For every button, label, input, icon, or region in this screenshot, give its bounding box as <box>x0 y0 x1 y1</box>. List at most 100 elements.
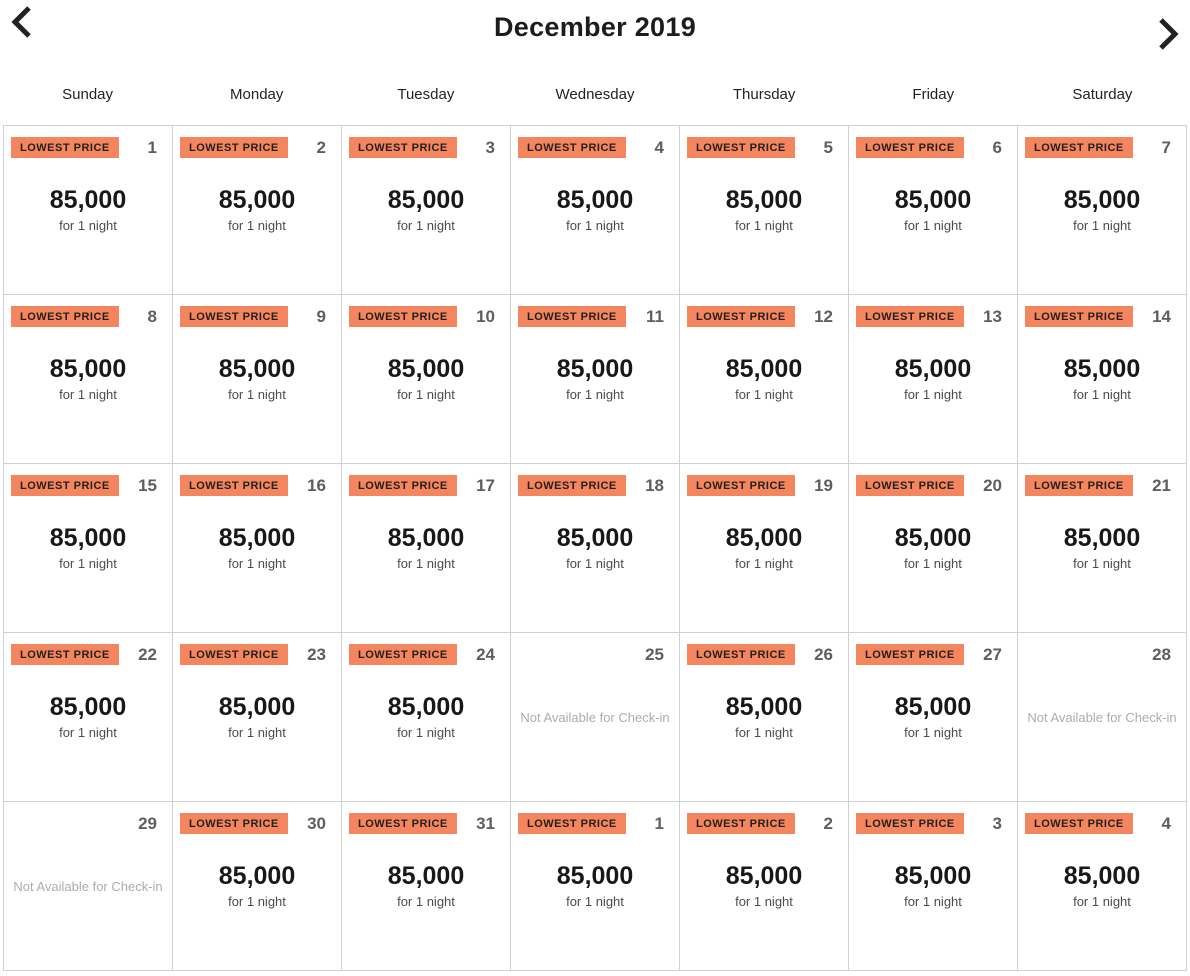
calendar-day-cell[interactable]: LOWEST PRICE 8 85,000 for 1 night <box>4 295 173 464</box>
price-unit-label: for 1 night <box>228 555 286 571</box>
next-month-button[interactable] <box>1154 16 1182 52</box>
lowest-price-badge: LOWEST PRICE <box>518 475 626 496</box>
day-number: 22 <box>138 645 157 664</box>
calendar-day-cell[interactable]: LOWEST PRICE 27 85,000 for 1 night <box>849 633 1018 802</box>
cell-body: 85,000 for 1 night <box>4 464 172 632</box>
calendar-day-cell[interactable]: LOWEST PRICE 4 85,000 for 1 night <box>1018 802 1187 971</box>
price-value: 85,000 <box>894 693 972 722</box>
prev-month-button[interactable] <box>8 4 36 40</box>
cell-body: Not Available for Check-in <box>511 633 679 801</box>
price-unit-label: for 1 night <box>904 893 962 909</box>
lowest-price-badge: LOWEST PRICE <box>11 644 119 665</box>
calendar-day-cell[interactable]: LOWEST PRICE 21 85,000 for 1 night <box>1018 464 1187 633</box>
calendar-day-cell[interactable]: LOWEST PRICE 24 85,000 for 1 night <box>342 633 511 802</box>
price-unit-label: for 1 night <box>735 217 793 233</box>
day-number: 28 <box>1152 645 1171 664</box>
price-value: 85,000 <box>387 693 465 722</box>
day-number: 3 <box>992 814 1002 833</box>
calendar-day-cell[interactable]: LOWEST PRICE 18 85,000 for 1 night <box>511 464 680 633</box>
price-value: 85,000 <box>1063 524 1141 553</box>
lowest-price-badge: LOWEST PRICE <box>349 813 457 834</box>
cell-body: 85,000 for 1 night <box>511 126 679 294</box>
calendar-day-cell[interactable]: LOWEST PRICE 26 85,000 for 1 night <box>680 633 849 802</box>
lowest-price-badge: LOWEST PRICE <box>687 644 795 665</box>
calendar-day-cell[interactable]: LOWEST PRICE 12 85,000 for 1 night <box>680 295 849 464</box>
lowest-price-badge: LOWEST PRICE <box>180 475 288 496</box>
calendar-day-cell[interactable]: LOWEST PRICE 17 85,000 for 1 night <box>342 464 511 633</box>
calendar-day-cell[interactable]: LOWEST PRICE 22 85,000 for 1 night <box>4 633 173 802</box>
lowest-price-badge: LOWEST PRICE <box>856 475 964 496</box>
lowest-price-badge: LOWEST PRICE <box>518 306 626 327</box>
calendar-day-cell[interactable]: LOWEST PRICE 7 85,000 for 1 night <box>1018 126 1187 295</box>
price-unit-label: for 1 night <box>1073 217 1131 233</box>
weekday-friday: Friday <box>912 86 955 103</box>
day-number: 21 <box>1152 476 1171 495</box>
weekday-wednesday: Wednesday <box>555 86 635 103</box>
calendar-day-cell[interactable]: LOWEST PRICE 16 85,000 for 1 night <box>173 464 342 633</box>
day-number: 12 <box>814 307 833 326</box>
calendar-grid: LOWEST PRICE 1 85,000 for 1 night LOWEST… <box>3 125 1187 971</box>
lowest-price-badge: LOWEST PRICE <box>856 644 964 665</box>
day-number: 17 <box>476 476 495 495</box>
calendar-day-cell[interactable]: LOWEST PRICE 23 85,000 for 1 night <box>173 633 342 802</box>
calendar-day-cell[interactable]: LOWEST PRICE 1 85,000 for 1 night <box>4 126 173 295</box>
lowest-price-badge: LOWEST PRICE <box>687 137 795 158</box>
calendar-day-cell[interactable]: LOWEST PRICE 15 85,000 for 1 night <box>4 464 173 633</box>
price-unit-label: for 1 night <box>904 555 962 571</box>
calendar-day-cell[interactable]: LOWEST PRICE 5 85,000 for 1 night <box>680 126 849 295</box>
day-number: 8 <box>147 307 157 326</box>
price-unit-label: for 1 night <box>566 386 624 402</box>
cell-body: 85,000 for 1 night <box>511 464 679 632</box>
price-value: 85,000 <box>49 186 127 215</box>
not-available-label: Not Available for Check-in <box>1027 709 1177 725</box>
calendar-day-cell[interactable]: LOWEST PRICE 9 85,000 for 1 night <box>173 295 342 464</box>
cell-body: 85,000 for 1 night <box>680 126 848 294</box>
not-available-label: Not Available for Check-in <box>520 709 670 725</box>
chevron-right-icon <box>1154 18 1182 55</box>
price-value: 85,000 <box>1063 862 1141 891</box>
price-unit-label: for 1 night <box>1073 555 1131 571</box>
price-value: 85,000 <box>387 355 465 384</box>
calendar-day-cell[interactable]: LOWEST PRICE 3 85,000 for 1 night <box>849 802 1018 971</box>
calendar-day-cell[interactable]: LOWEST PRICE 2 85,000 for 1 night <box>173 126 342 295</box>
price-value: 85,000 <box>725 355 803 384</box>
calendar-day-cell[interactable]: LOWEST PRICE 6 85,000 for 1 night <box>849 126 1018 295</box>
price-unit-label: for 1 night <box>228 217 286 233</box>
calendar-day-cell: 25 Not Available for Check-in <box>511 633 680 802</box>
cell-body: 85,000 for 1 night <box>342 802 510 970</box>
price-value: 85,000 <box>218 186 296 215</box>
price-unit-label: for 1 night <box>59 386 117 402</box>
price-unit-label: for 1 night <box>904 386 962 402</box>
calendar-day-cell[interactable]: LOWEST PRICE 31 85,000 for 1 night <box>342 802 511 971</box>
price-value: 85,000 <box>49 355 127 384</box>
calendar-day-cell[interactable]: LOWEST PRICE 10 85,000 for 1 night <box>342 295 511 464</box>
calendar-day-cell[interactable]: LOWEST PRICE 14 85,000 for 1 night <box>1018 295 1187 464</box>
cell-body: 85,000 for 1 night <box>173 126 341 294</box>
day-number: 1 <box>147 138 157 157</box>
weekday-saturday: Saturday <box>1072 86 1133 103</box>
day-number: 24 <box>476 645 495 664</box>
calendar-day-cell[interactable]: LOWEST PRICE 1 85,000 for 1 night <box>511 802 680 971</box>
lowest-price-badge: LOWEST PRICE <box>349 475 457 496</box>
price-value: 85,000 <box>1063 355 1141 384</box>
calendar-day-cell[interactable]: LOWEST PRICE 20 85,000 for 1 night <box>849 464 1018 633</box>
cell-body: 85,000 for 1 night <box>173 295 341 463</box>
price-unit-label: for 1 night <box>1073 893 1131 909</box>
price-unit-label: for 1 night <box>735 724 793 740</box>
price-unit-label: for 1 night <box>397 555 455 571</box>
calendar-day-cell[interactable]: LOWEST PRICE 30 85,000 for 1 night <box>173 802 342 971</box>
price-value: 85,000 <box>725 186 803 215</box>
calendar-day-cell[interactable]: LOWEST PRICE 2 85,000 for 1 night <box>680 802 849 971</box>
price-value: 85,000 <box>725 693 803 722</box>
cell-body: 85,000 for 1 night <box>1018 464 1186 632</box>
lowest-price-badge: LOWEST PRICE <box>11 137 119 158</box>
day-number: 31 <box>476 814 495 833</box>
calendar-day-cell[interactable]: LOWEST PRICE 11 85,000 for 1 night <box>511 295 680 464</box>
calendar-day-cell[interactable]: LOWEST PRICE 3 85,000 for 1 night <box>342 126 511 295</box>
calendar-day-cell[interactable]: LOWEST PRICE 4 85,000 for 1 night <box>511 126 680 295</box>
lowest-price-badge: LOWEST PRICE <box>856 137 964 158</box>
lowest-price-badge: LOWEST PRICE <box>180 813 288 834</box>
day-number: 25 <box>645 645 664 664</box>
calendar-day-cell[interactable]: LOWEST PRICE 19 85,000 for 1 night <box>680 464 849 633</box>
calendar-day-cell[interactable]: LOWEST PRICE 13 85,000 for 1 night <box>849 295 1018 464</box>
